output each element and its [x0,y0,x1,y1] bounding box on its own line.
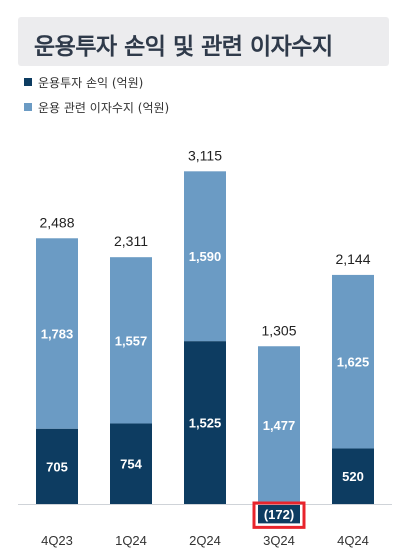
total-label-1Q24: 2,311 [114,233,148,249]
total-label-4Q24: 2,144 [335,251,370,267]
total-label-3Q24: 1,305 [261,322,296,338]
x-tick-label-4Q23: 4Q23 [41,533,73,548]
value-label-investment-1Q24: 754 [120,457,142,472]
x-tick-label-4Q24: 4Q24 [337,533,369,548]
x-tick-label-3Q24: 3Q24 [263,533,295,548]
value-label-investment-2Q24: 1,525 [189,416,222,431]
x-tick-label-2Q24: 2Q24 [189,533,221,548]
x-tick-label-1Q24: 1Q24 [115,533,147,548]
value-label-interest-1Q24: 1,557 [115,333,148,348]
value-label-investment-3Q24: (172) [264,507,294,522]
value-label-interest-4Q24: 1,625 [337,355,370,370]
value-label-investment-4Q23: 705 [46,459,68,474]
value-label-interest-3Q24: 1,477 [263,418,296,433]
total-label-4Q23: 2,488 [39,214,74,230]
value-label-investment-4Q24: 520 [342,469,364,484]
total-label-2Q24: 3,115 [188,147,222,163]
value-label-interest-4Q23: 1,783 [41,326,74,341]
value-label-interest-2Q24: 1,590 [189,249,222,264]
